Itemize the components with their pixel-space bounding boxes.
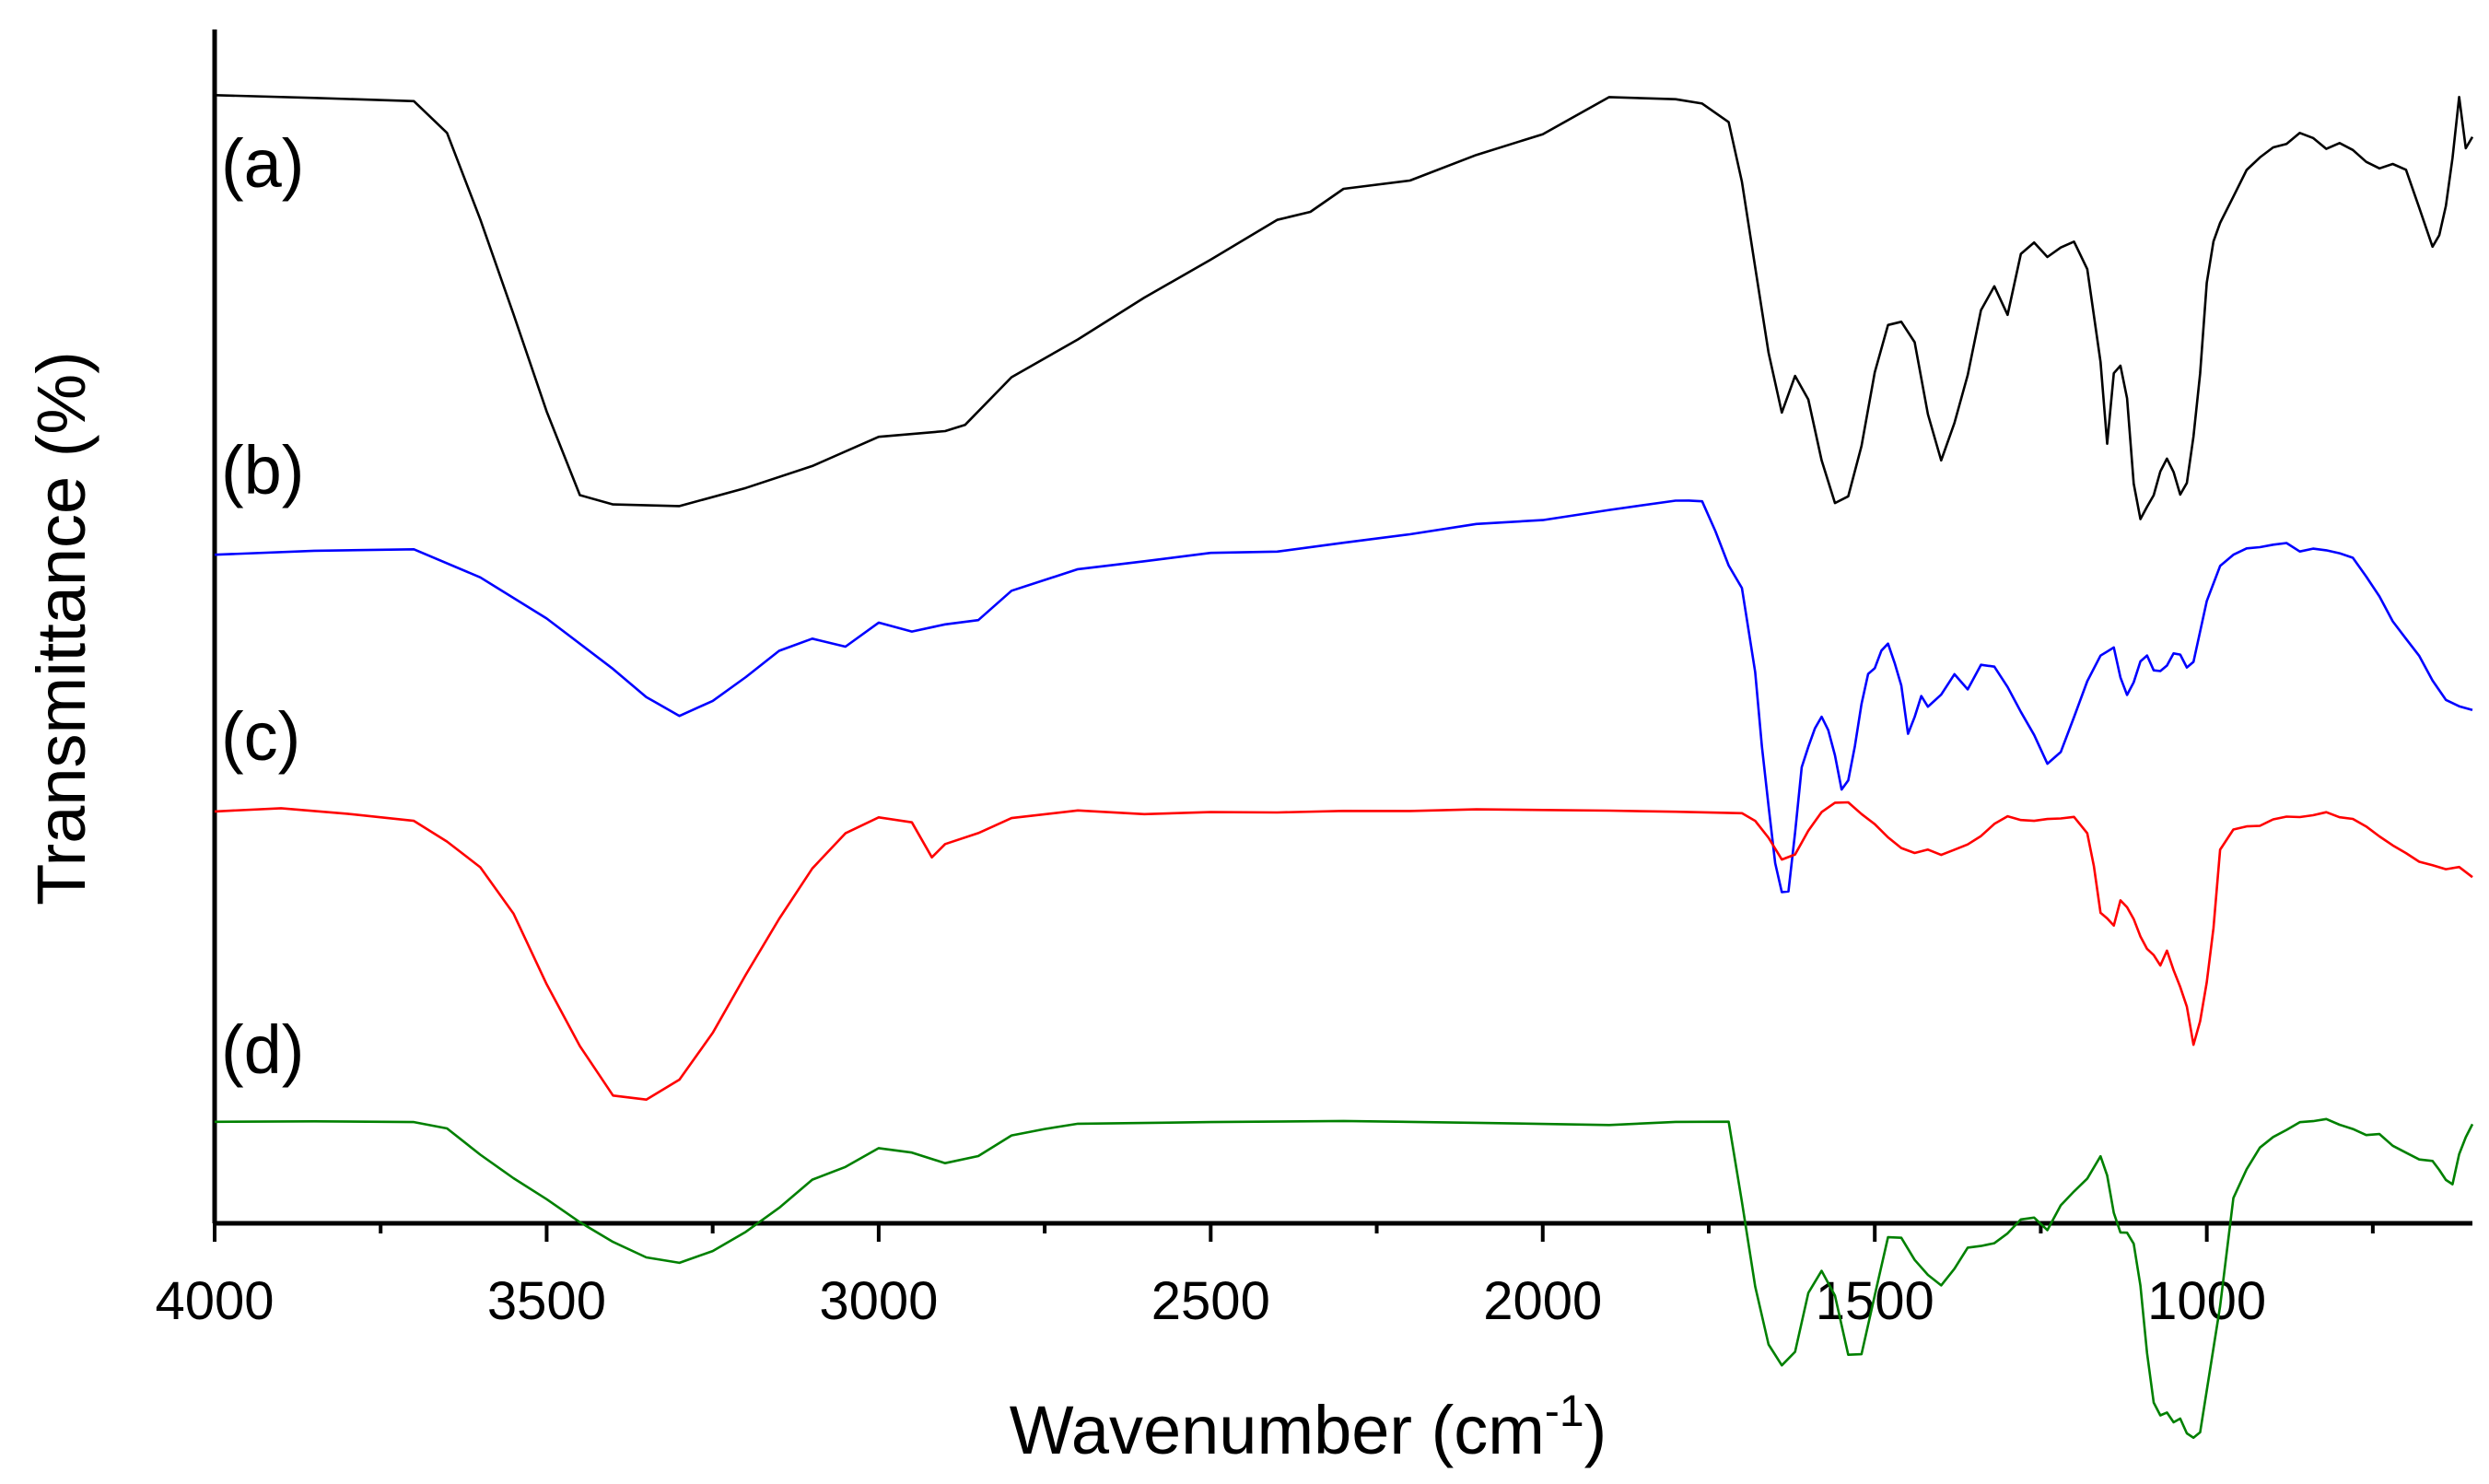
x-tick-label: 1000 bbox=[2147, 1271, 2266, 1331]
x-ticks: 4000 3500 3000 2500 2000 1500 1000 bbox=[155, 1223, 2375, 1331]
series-line-d bbox=[214, 1117, 2474, 1440]
x-tick-label: 3000 bbox=[819, 1271, 938, 1331]
x-tick-label: 2000 bbox=[1483, 1271, 1602, 1331]
series-label-d: (d) bbox=[221, 1011, 304, 1088]
series-line-a bbox=[214, 94, 2474, 520]
x-tick-label: 3500 bbox=[487, 1271, 606, 1331]
series-label-c: (c) bbox=[221, 698, 300, 775]
x-tick-label: 2500 bbox=[1151, 1271, 1270, 1331]
series-label-a: (a) bbox=[221, 125, 304, 202]
y-axis-title: Transmittance (%) bbox=[23, 351, 99, 906]
series-line-c bbox=[214, 800, 2473, 1101]
x-tick-label: 1500 bbox=[1816, 1271, 1934, 1331]
series-lines bbox=[214, 94, 2474, 1440]
series-line-b bbox=[214, 499, 2473, 894]
series-label-b: (b) bbox=[221, 432, 304, 508]
x-tick-label: 4000 bbox=[155, 1271, 274, 1331]
x-axis-title: Wavenumber (cm-1) bbox=[1010, 1387, 1607, 1468]
